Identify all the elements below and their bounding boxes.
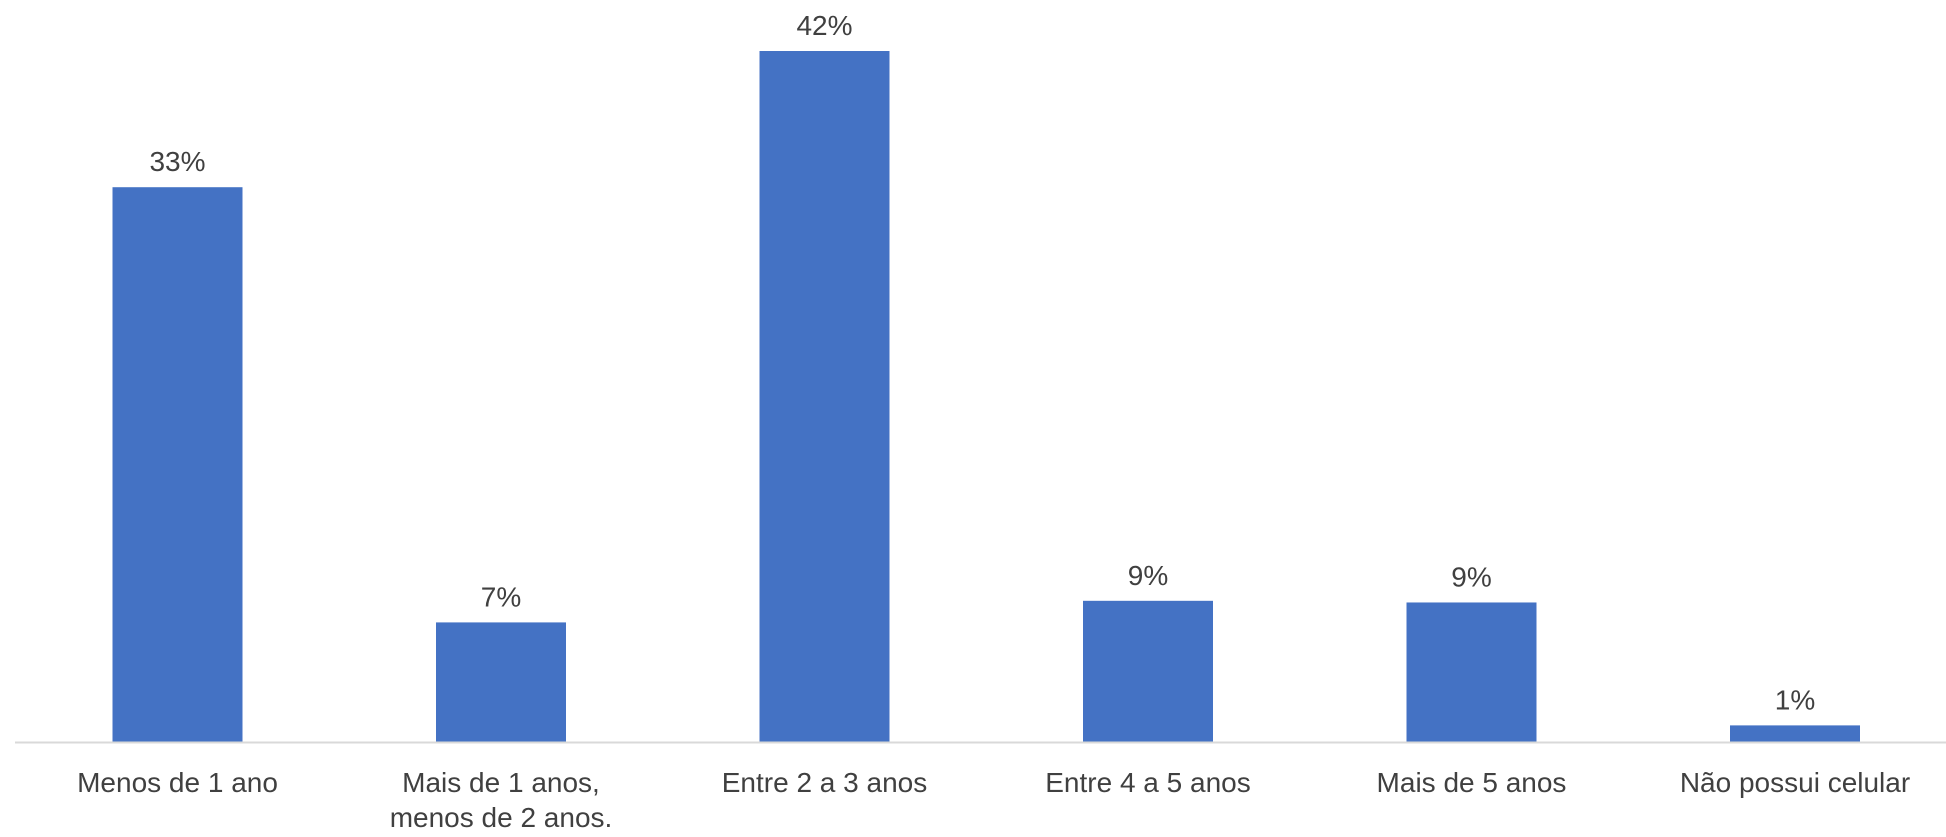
category-label-line: Entre 4 a 5 anos xyxy=(1045,767,1250,798)
bar-1 xyxy=(436,622,566,742)
bar-4 xyxy=(1406,602,1537,742)
category-label-4: Mais de 5 anos xyxy=(1377,767,1567,798)
bars xyxy=(112,51,1860,742)
category-label-line: menos de 2 anos. xyxy=(390,802,613,832)
category-label-5: Não possui celular xyxy=(1680,767,1910,798)
data-label-1: 7% xyxy=(481,581,521,612)
data-label-2: 42% xyxy=(796,10,852,41)
data-label-4: 9% xyxy=(1451,561,1491,592)
category-label-line: Não possui celular xyxy=(1680,767,1910,798)
bar-0 xyxy=(112,187,243,742)
category-label-line: Entre 2 a 3 anos xyxy=(722,767,927,798)
category-label-1: Mais de 1 anos, menos de 2 anos. xyxy=(390,767,613,832)
category-label-3: Entre 4 a 5 anos xyxy=(1045,767,1250,798)
bar-5 xyxy=(1730,725,1860,742)
data-label-3: 9% xyxy=(1128,560,1168,591)
bar-3 xyxy=(1083,600,1213,742)
data-label-0: 33% xyxy=(149,146,205,177)
bar-2 xyxy=(759,51,890,742)
category-label-line: Mais de 1 anos, xyxy=(402,767,600,798)
data-labels: 33% 7% 42% 9% 9% 1% xyxy=(149,10,1815,715)
category-label-0: Menos de 1 ano xyxy=(77,767,278,798)
category-label-2: Entre 2 a 3 anos xyxy=(722,767,927,798)
category-labels: Menos de 1 ano Mais de 1 anos, menos de 2 … xyxy=(77,767,1910,833)
category-label-line: Menos de 1 ano xyxy=(77,767,278,798)
category-label-line: Mais de 5 anos xyxy=(1377,767,1567,798)
data-label-5: 1% xyxy=(1775,684,1815,715)
